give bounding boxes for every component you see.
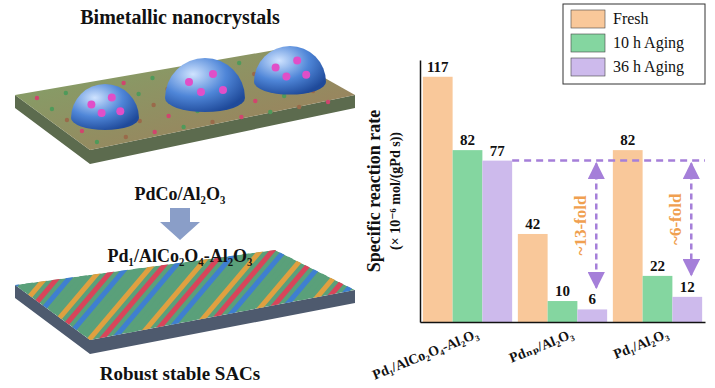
- illustration-label: Robust stable SACs: [100, 363, 260, 384]
- illustration: [0, 46, 518, 360]
- bar: [482, 161, 512, 322]
- arrow: [160, 208, 200, 240]
- x-tick: Pdₙₚ/Al₂O₃: [507, 322, 575, 366]
- co-atom: [219, 86, 227, 94]
- reference-line: [512, 159, 705, 162]
- atom-row: [0, 230, 98, 360]
- surface-atom: [181, 125, 185, 129]
- data-label: 10: [555, 283, 570, 299]
- co-atom: [116, 107, 124, 115]
- data-label: 22: [650, 258, 665, 274]
- data-label: 82: [620, 132, 635, 148]
- co-atom: [185, 78, 193, 86]
- nanocrystal: [71, 84, 139, 130]
- surface-atom: [150, 76, 154, 80]
- surface-atom: [151, 103, 155, 107]
- co-atom: [98, 109, 106, 117]
- surface-atom: [210, 120, 214, 124]
- bars: [423, 77, 702, 322]
- data-label: 82: [460, 132, 475, 148]
- surface-atom: [124, 135, 128, 139]
- surface-atom: [268, 110, 272, 114]
- data-label: 77: [490, 143, 506, 159]
- fold-arrow: [690, 164, 693, 275]
- surface-atom: [239, 115, 243, 119]
- bar: [613, 150, 643, 322]
- bar: [453, 150, 483, 322]
- surface-atom: [95, 140, 99, 144]
- surface-atom: [65, 118, 69, 122]
- surface-atom: [237, 61, 241, 65]
- y-axis-title: (× 10⁻⁶ mol/(gPd s)): [388, 132, 404, 250]
- co-atom: [209, 70, 217, 78]
- bar: [423, 77, 453, 322]
- legend-swatch: [571, 10, 605, 28]
- y-axis: [420, 61, 421, 323]
- legend-swatch: [571, 34, 605, 52]
- surface-atom: [35, 96, 39, 100]
- data-label: 42: [525, 216, 540, 232]
- atom-row: [264, 230, 374, 360]
- data-label: 117: [427, 59, 449, 75]
- co-atom: [197, 88, 205, 96]
- surface-atom: [153, 130, 157, 134]
- legend: Fresh 10 h Aging 36 h Aging: [563, 4, 705, 84]
- x-tick-label: Pd₁/Al₂O₃: [611, 326, 670, 362]
- illustration-label: PdCo/Al₂O₃: [135, 184, 226, 204]
- illustration-label: Pd₁/AlCo₂O₄-Al₂O₃: [108, 246, 254, 266]
- x-axis: Pd₁/AlCo₂O₄-Al₂O₃ Pdₙₚ/Al₂O₃ Pd₁/Al₂O₃: [370, 322, 705, 382]
- co-atom: [108, 94, 116, 102]
- surface-atom: [64, 91, 68, 95]
- figure: Bimetallic nanocrystals PdCo/Al₂O₃ Pd₁/AlC…: [0, 0, 715, 388]
- bar: [577, 309, 607, 322]
- nanocrystal: [165, 58, 245, 112]
- legend-label: Fresh: [613, 10, 649, 27]
- co-atom: [302, 71, 310, 79]
- surface-atom: [166, 114, 170, 118]
- bar: [643, 276, 673, 322]
- bar: [672, 297, 702, 322]
- nanocrystal: [254, 46, 326, 95]
- surface-atom: [121, 81, 125, 85]
- atom-row: [252, 230, 362, 360]
- data-label: 6: [589, 291, 597, 307]
- annotation: ~13-fold: [571, 195, 590, 255]
- surface-atom: [253, 99, 257, 103]
- legend-label: 10 h Aging: [613, 34, 684, 52]
- annotation: ~6-fold: [666, 193, 685, 245]
- atom-row: [0, 230, 74, 360]
- surface-atom: [50, 107, 54, 111]
- surface-atom: [80, 129, 84, 133]
- y-axis-line: [420, 61, 422, 323]
- y-axis-title: Specific reaction rate: [364, 110, 384, 273]
- surface-atom: [136, 92, 140, 96]
- fold-arrow: [595, 164, 598, 288]
- bar: [548, 301, 578, 322]
- atom-row: [240, 230, 350, 360]
- x-tick-label: Pd₁/AlCo₂O₄-Al₂O₃: [370, 326, 480, 382]
- legend-frame: [563, 4, 705, 84]
- co-atom: [272, 64, 280, 72]
- legend-label: 36 h Aging: [613, 58, 684, 76]
- co-atom: [87, 100, 95, 108]
- data-label: 12: [680, 279, 695, 295]
- illustration-label: Bimetallic nanocrystals: [80, 6, 280, 29]
- x-tick-label: Pdₙₚ/Al₂O₃: [507, 326, 575, 365]
- bar: [518, 234, 548, 322]
- x-axis-line: [421, 322, 706, 324]
- x-tick: Pd₁/Al₂O₃: [611, 322, 670, 362]
- legend-swatch: [571, 58, 605, 76]
- co-atom: [293, 56, 301, 64]
- x-tick: Pd₁/AlCo₂O₄-Al₂O₃: [370, 322, 480, 382]
- surface-atom: [297, 105, 301, 109]
- surface-atom: [326, 100, 330, 104]
- co-atom: [282, 73, 290, 81]
